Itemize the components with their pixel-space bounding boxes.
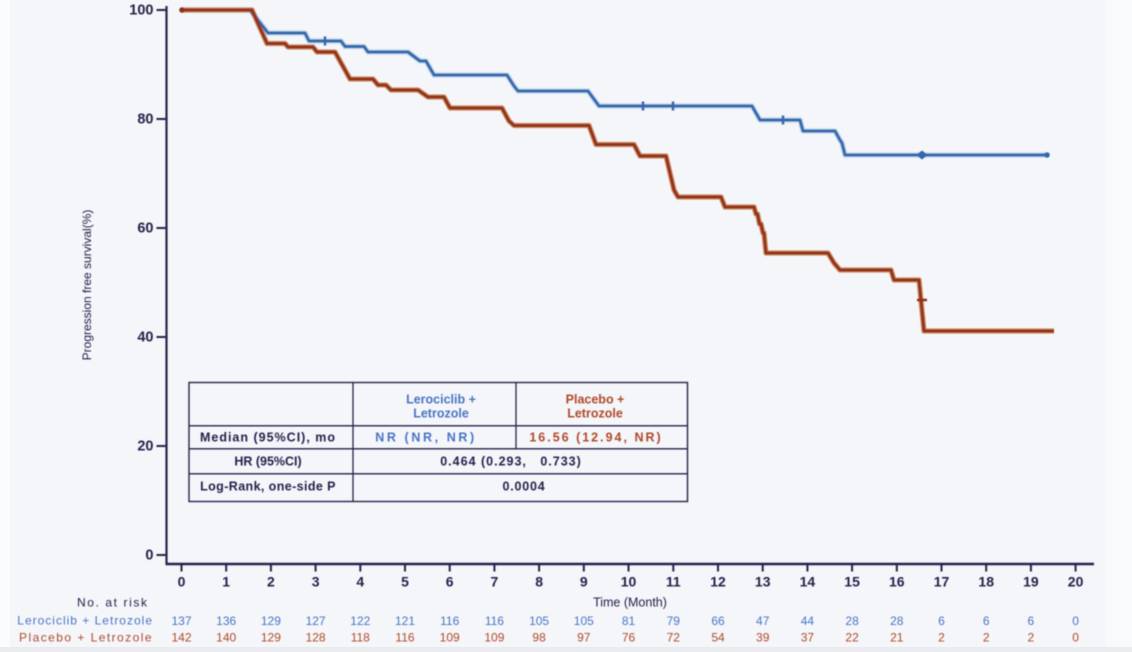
svg-text:2: 2 <box>983 631 990 645</box>
svg-text:76: 76 <box>622 631 636 645</box>
svg-text:14: 14 <box>800 574 816 590</box>
svg-text:137: 137 <box>171 614 191 628</box>
svg-text:12: 12 <box>710 574 726 590</box>
svg-text:Lerociclib + Letrozole: Lerociclib + Letrozole <box>17 614 153 628</box>
svg-text:11: 11 <box>666 574 681 590</box>
svg-text:116: 116 <box>440 614 459 628</box>
svg-text:22: 22 <box>845 631 859 645</box>
svg-text:6: 6 <box>446 574 454 590</box>
svg-text:9: 9 <box>580 574 588 590</box>
svg-text:136: 136 <box>216 614 236 628</box>
svg-text:0: 0 <box>178 574 186 590</box>
svg-text:109: 109 <box>484 631 504 645</box>
svg-text:Log-Rank, one-side P: Log-Rank, one-side P <box>200 480 336 494</box>
svg-text:0: 0 <box>1072 614 1079 628</box>
svg-text:0: 0 <box>1072 631 1079 645</box>
svg-text:0: 0 <box>145 548 153 564</box>
svg-text:116: 116 <box>395 631 414 645</box>
svg-text:15: 15 <box>844 574 860 590</box>
svg-text:8: 8 <box>535 574 543 590</box>
svg-text:17: 17 <box>934 574 950 590</box>
svg-text:97: 97 <box>577 631 591 645</box>
svg-text:No. at risk: No. at risk <box>77 596 149 610</box>
svg-text:19: 19 <box>1023 574 1039 590</box>
svg-text:127: 127 <box>306 614 326 628</box>
svg-text:142: 142 <box>171 631 191 645</box>
svg-text:129: 129 <box>261 614 281 628</box>
svg-text:121: 121 <box>395 614 415 628</box>
svg-text:109: 109 <box>440 631 460 645</box>
svg-text:6: 6 <box>983 614 990 628</box>
svg-text:105: 105 <box>529 614 549 628</box>
svg-text:140: 140 <box>216 631 236 645</box>
svg-text:72: 72 <box>667 631 681 645</box>
svg-text:4: 4 <box>356 574 364 590</box>
svg-text:105: 105 <box>574 614 594 628</box>
svg-text:Placebo + Letrozole: Placebo + Letrozole <box>19 631 153 645</box>
svg-text:7: 7 <box>491 574 499 590</box>
svg-text:20: 20 <box>1068 574 1084 590</box>
svg-text:128: 128 <box>306 631 326 645</box>
svg-text:Median (95%CI), mo: Median (95%CI), mo <box>200 431 336 445</box>
svg-text:37: 37 <box>801 631 815 645</box>
svg-text:Letrozole: Letrozole <box>413 407 469 421</box>
svg-text:28: 28 <box>845 614 859 628</box>
svg-text:81: 81 <box>622 614 636 628</box>
svg-text:Placebo +: Placebo + <box>566 393 625 407</box>
svg-text:13: 13 <box>755 574 771 590</box>
svg-text:122: 122 <box>350 614 370 628</box>
svg-text:100: 100 <box>129 3 153 19</box>
svg-text:Progression free survival(%): Progression free survival(%) <box>80 210 94 361</box>
svg-text:129: 129 <box>261 631 281 645</box>
svg-text:116: 116 <box>485 614 504 628</box>
svg-text:80: 80 <box>137 112 153 128</box>
svg-text:6: 6 <box>938 614 945 628</box>
svg-text:5: 5 <box>401 574 409 590</box>
svg-text:54: 54 <box>711 631 725 645</box>
svg-text:10: 10 <box>621 574 637 590</box>
svg-text:39: 39 <box>756 631 770 645</box>
svg-text:NR (NR, NR): NR (NR, NR) <box>375 431 477 445</box>
svg-text:2: 2 <box>1028 631 1035 645</box>
svg-text:0.464 (0.293, 0.733): 0.464 (0.293, 0.733) <box>440 455 582 469</box>
svg-text:Lerociclib +: Lerociclib + <box>406 393 476 407</box>
svg-text:Time (Month): Time (Month) <box>593 596 667 610</box>
svg-text:98: 98 <box>532 631 546 645</box>
svg-text:118: 118 <box>351 631 370 645</box>
svg-text:44: 44 <box>801 614 815 628</box>
svg-text:0.0004: 0.0004 <box>502 480 545 494</box>
svg-text:3: 3 <box>312 574 320 590</box>
svg-text:1: 1 <box>222 574 230 590</box>
svg-text:66: 66 <box>711 614 725 628</box>
svg-text:40: 40 <box>137 330 153 346</box>
svg-text:2: 2 <box>267 574 275 590</box>
svg-text:60: 60 <box>137 221 153 237</box>
svg-text:20: 20 <box>137 439 153 455</box>
svg-text:28: 28 <box>890 614 904 628</box>
svg-text:Letrozole: Letrozole <box>567 407 623 421</box>
svg-text:2: 2 <box>938 631 945 645</box>
svg-text:HR (95%CI): HR (95%CI) <box>234 455 301 469</box>
svg-text:6: 6 <box>1028 614 1035 628</box>
svg-text:21: 21 <box>890 631 904 645</box>
svg-text:16: 16 <box>889 574 905 590</box>
svg-text:16.56 (12.94, NR): 16.56 (12.94, NR) <box>529 431 662 445</box>
svg-text:79: 79 <box>667 614 681 628</box>
svg-text:18: 18 <box>978 574 994 590</box>
svg-text:47: 47 <box>756 614 770 628</box>
